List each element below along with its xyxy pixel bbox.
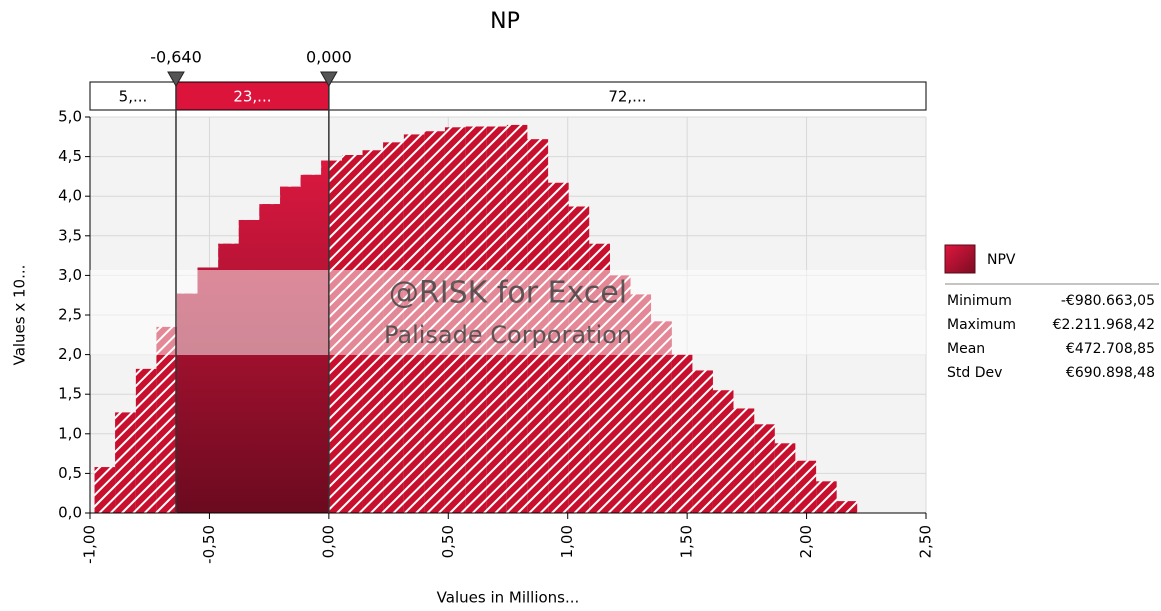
bar bbox=[135, 368, 157, 513]
y-tick-label: 2,5 bbox=[58, 306, 82, 324]
legend-swatch bbox=[944, 244, 976, 274]
stat-value: €2.211.968,42 bbox=[1053, 317, 1155, 333]
y-tick-label: 4,0 bbox=[58, 187, 82, 205]
bar bbox=[795, 460, 817, 513]
region-box bbox=[328, 81, 927, 111]
region-label: 23,... bbox=[233, 88, 271, 106]
bar bbox=[816, 481, 837, 513]
x-tick-label: 0,00 bbox=[319, 525, 337, 558]
stat-label: Maximum bbox=[947, 317, 1016, 333]
region-label: 5,... bbox=[119, 88, 148, 106]
delimiter-label: 0,000 bbox=[306, 48, 352, 67]
x-tick-label: 2,00 bbox=[797, 525, 815, 558]
bar bbox=[836, 501, 858, 513]
stat-value: -€980.663,05 bbox=[1061, 293, 1155, 309]
x-tick-label: -1,00 bbox=[81, 525, 99, 564]
bar bbox=[671, 354, 693, 513]
y-tick-label: 0,0 bbox=[58, 504, 82, 522]
y-tick-label: 4,5 bbox=[58, 147, 82, 165]
bar bbox=[774, 443, 796, 513]
y-tick-label: 0,5 bbox=[58, 464, 82, 482]
y-tick-label: 5,0 bbox=[58, 108, 82, 126]
y-axis-label: Values x 10... bbox=[11, 265, 29, 366]
legend-label: NPV bbox=[987, 252, 1016, 268]
x-tick-label: 0,50 bbox=[439, 525, 457, 558]
x-tick-label: 1,50 bbox=[678, 525, 696, 558]
x-axis-label: Values in Millions... bbox=[437, 589, 580, 607]
chart-title: NP bbox=[490, 9, 520, 34]
y-tick-label: 3,5 bbox=[58, 226, 82, 244]
delimiter-label: -0,640 bbox=[150, 48, 202, 67]
bar bbox=[94, 467, 116, 513]
y-tick-label: 2,0 bbox=[58, 345, 82, 363]
x-tick-label: 2,50 bbox=[917, 525, 935, 558]
delimiter-handle bbox=[167, 71, 185, 88]
watermark-text: Palisade Corporation bbox=[384, 321, 632, 349]
bar bbox=[651, 321, 672, 513]
y-tick-label: 1,5 bbox=[58, 385, 82, 403]
watermark-text: @RISK for Excel bbox=[389, 276, 627, 311]
y-tick-label: 3,0 bbox=[58, 266, 82, 284]
bar bbox=[156, 326, 177, 513]
y-tick-label: 1,0 bbox=[58, 424, 82, 442]
region-label: 72,... bbox=[608, 88, 646, 106]
stat-label: Std Dev bbox=[947, 365, 1002, 381]
stat-label: Mean bbox=[947, 341, 985, 357]
bar bbox=[712, 390, 734, 513]
stat-label: Minimum bbox=[947, 293, 1012, 309]
bar bbox=[115, 412, 136, 513]
bar bbox=[733, 408, 755, 513]
delimiter-handle bbox=[319, 71, 338, 88]
stat-value: €472.708,85 bbox=[1066, 341, 1155, 357]
stat-value: €690.898,48 bbox=[1066, 365, 1155, 381]
bar bbox=[692, 370, 713, 513]
x-tick-label: 1,00 bbox=[558, 525, 576, 558]
bar bbox=[754, 424, 775, 513]
watermark-band bbox=[90, 270, 926, 355]
bar bbox=[568, 206, 590, 513]
region-box bbox=[175, 81, 330, 111]
x-tick-label: -0,50 bbox=[200, 525, 218, 564]
